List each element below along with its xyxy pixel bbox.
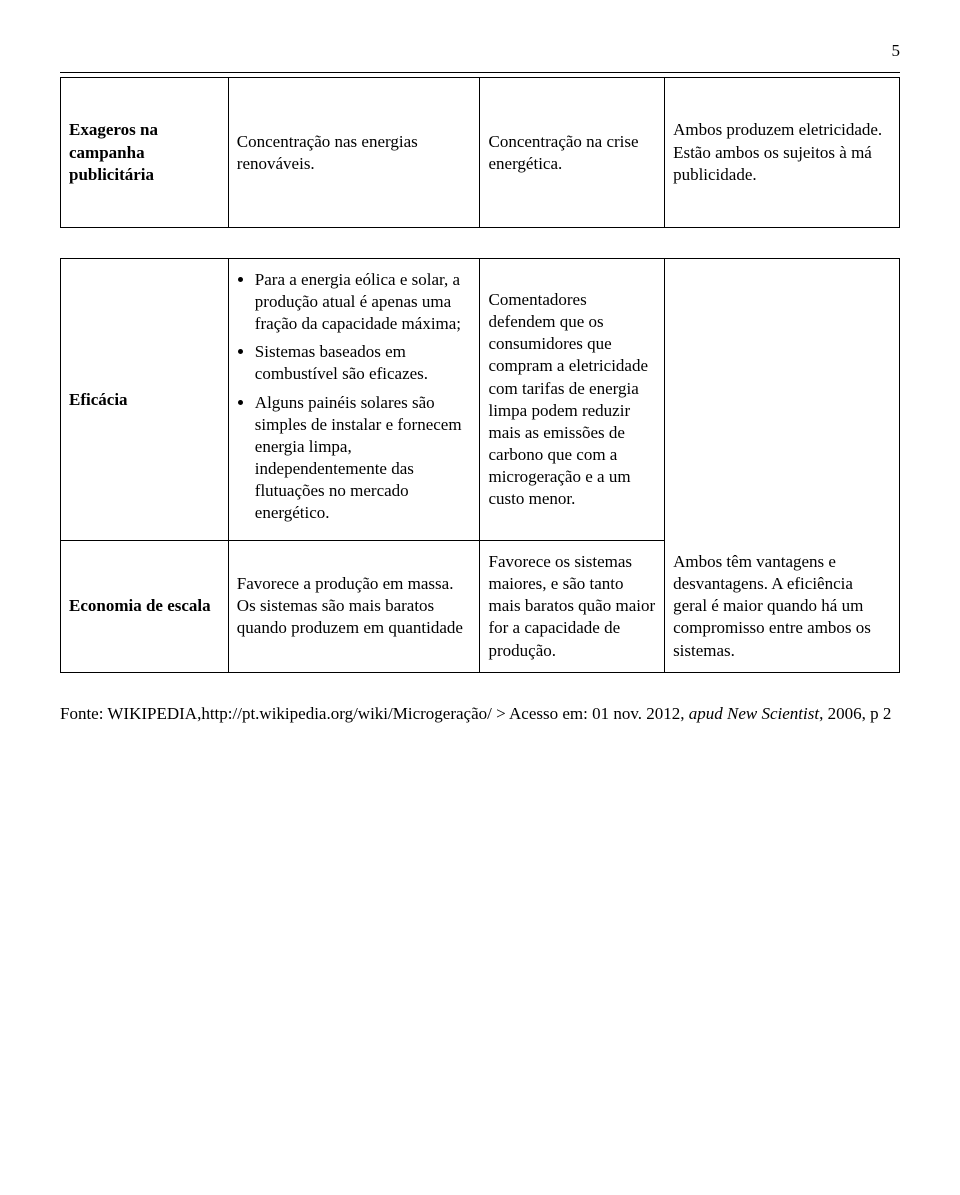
cell-empty: Ambos têm vantagens e desvantagens. A ef…	[665, 259, 900, 673]
table-1: Exageros na campanha publicitária Concen…	[60, 77, 900, 228]
row-label: Eficácia	[61, 259, 229, 541]
citation-suffix: , 2006, p 2	[819, 704, 891, 723]
page-number: 5	[60, 40, 900, 62]
citation: Fonte: WIKIPEDIA,http://pt.wikipedia.org…	[60, 703, 900, 725]
cell: Comentadores defendem que os consumidore…	[480, 259, 665, 541]
list-item: Sistemas baseados em combustível são efi…	[255, 341, 472, 385]
table-row: Eficácia Para a energia eólica e solar, …	[61, 259, 900, 541]
bullet-list: Para a energia eólica e solar, a produçã…	[237, 269, 472, 524]
cell: Ambos produzem eletricidade. Estão ambos…	[665, 78, 900, 228]
citation-prefix: Fonte: WIKIPEDIA,http://pt.wikipedia.org…	[60, 704, 689, 723]
row-label: Exageros na campanha publicitária	[61, 78, 229, 228]
list-item: Alguns painéis solares são simples de in…	[255, 392, 472, 525]
row-label: Economia de escala	[61, 541, 229, 672]
cell: Concentração nas energias renováveis.	[228, 78, 480, 228]
list-item: Para a energia eólica e solar, a produçã…	[255, 269, 472, 335]
cell: Favorece a produção em massa. Os sistema…	[228, 541, 480, 672]
citation-italic: apud New Scientist	[689, 704, 819, 723]
cell: Favorece os sistemas maiores, e são tant…	[480, 541, 665, 672]
cell: Concentração na crise energética.	[480, 78, 665, 228]
cell: Para a energia eólica e solar, a produçã…	[228, 259, 480, 541]
table-row: Exageros na campanha publicitária Concen…	[61, 78, 900, 228]
top-rule	[60, 72, 900, 73]
table-2: Eficácia Para a energia eólica e solar, …	[60, 258, 900, 673]
